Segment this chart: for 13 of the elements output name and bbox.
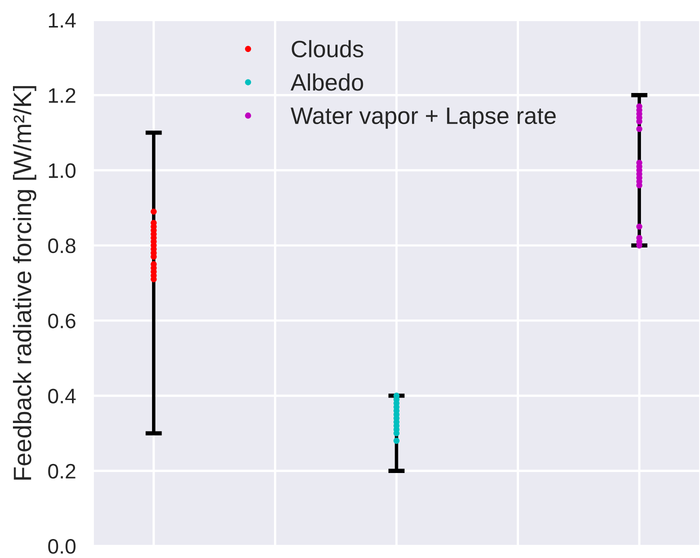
y-tick-label: 1.2 [48,88,76,103]
legend-label: Water vapor + Lapse rate [290,108,556,129]
y-tick-label: 0.0 [48,539,76,554]
point [150,208,157,215]
legend-label: Clouds [292,40,364,58]
y-tick-label: 0.4 [48,388,76,404]
y-tick-label: 1.0 [48,163,76,178]
y-tick-label: 1.4 [48,13,76,28]
y-tick-label: 0.2 [48,464,76,479]
legend-label: Albedo [290,73,364,91]
y-axis-title: Feedback radiative forcing [W/m²/K] [12,86,36,480]
y-tick-label: 0.8 [48,238,76,254]
y-tick-label: 0.6 [48,314,76,328]
